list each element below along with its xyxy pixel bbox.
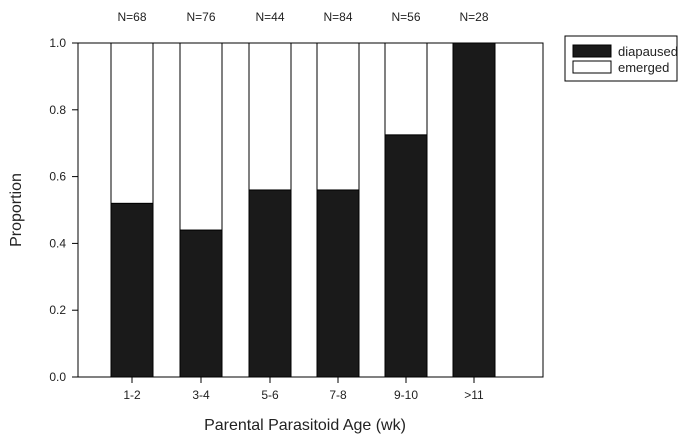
- bar-emerged-2: [248, 42, 292, 191]
- n-label-0: N=68: [117, 10, 146, 24]
- y-tick-label-4: 0.8: [49, 103, 66, 117]
- y-tick-label-0: 0.0: [49, 370, 66, 384]
- bar-emerged-4: [384, 42, 428, 136]
- x-tick-label-2: 5-6: [261, 388, 279, 402]
- x-tick-label-5: >11: [464, 388, 484, 402]
- n-label-5: N=28: [459, 10, 488, 24]
- x-tick-label-4: 9-10: [394, 388, 418, 402]
- bar-diapaused-3: [316, 189, 360, 378]
- y-tick-label-3: 0.6: [49, 170, 66, 184]
- bar-emerged-1: [179, 42, 223, 231]
- legend: diapaused emerged: [564, 35, 678, 82]
- plot-border: [77, 42, 544, 378]
- legend-label-diapaused: diapaused: [618, 44, 678, 59]
- legend-box: [564, 35, 678, 82]
- bar-diapaused-1: [179, 229, 223, 378]
- n-labels: N=68 N=76 N=44 N=84 N=56 N=28: [117, 10, 488, 24]
- y-tick-label-5: 1.0: [49, 36, 66, 50]
- bar-emerged-0: [110, 42, 154, 204]
- n-label-2: N=44: [255, 10, 284, 24]
- legend-swatch-diapaused: [572, 44, 612, 58]
- n-label-3: N=84: [323, 10, 352, 24]
- y-axis-title: Proportion: [8, 173, 25, 247]
- n-label-4: N=56: [391, 10, 420, 24]
- x-tick-label-1: 3-4: [192, 388, 210, 402]
- legend-swatch-emerged: [572, 60, 612, 74]
- bar-emerged-3: [316, 42, 360, 191]
- bar-diapaused-0: [110, 202, 154, 378]
- bars-layer: [110, 42, 496, 378]
- legend-label-emerged: emerged: [618, 60, 669, 75]
- x-tick-label-0: 1-2: [123, 388, 141, 402]
- y-tick-label-2: 0.4: [49, 236, 66, 250]
- n-label-1: N=76: [186, 10, 215, 24]
- x-tick-label-3: 7-8: [329, 388, 347, 402]
- y-axis: 0.0 0.2 0.4 0.6 0.8 1.0: [49, 36, 78, 384]
- bar-diapaused-5: [452, 42, 496, 378]
- y-tick-label-1: 0.2: [49, 303, 66, 317]
- bar-diapaused-4: [384, 134, 428, 378]
- x-axis: 1-2 3-4 5-6 7-8 9-10 >11: [123, 377, 484, 402]
- bar-diapaused-2: [248, 189, 292, 378]
- x-axis-title: Parental Parasitoid Age (wk): [204, 417, 406, 434]
- plot-frame: [77, 42, 544, 378]
